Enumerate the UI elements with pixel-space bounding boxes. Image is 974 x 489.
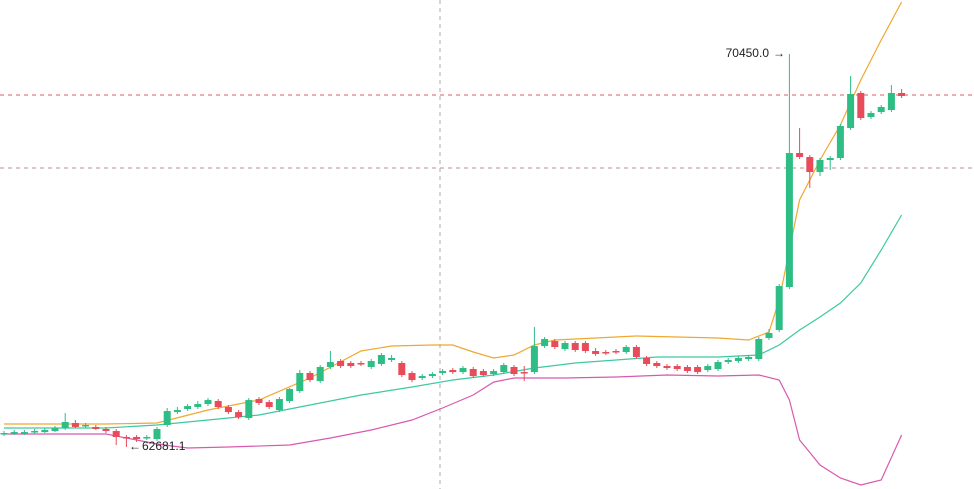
candle-body bbox=[663, 366, 671, 369]
candle-body bbox=[898, 92, 906, 97]
candle-body bbox=[235, 412, 243, 418]
candle-body bbox=[857, 92, 865, 119]
candle-body bbox=[224, 407, 232, 413]
candle-body bbox=[704, 366, 712, 371]
candle-body bbox=[61, 422, 69, 428]
candle-body bbox=[112, 431, 120, 437]
candle-body bbox=[510, 366, 518, 375]
high-arrow: → bbox=[773, 46, 785, 60]
candle-body bbox=[571, 343, 579, 350]
candle-body bbox=[347, 362, 355, 367]
candle-body bbox=[673, 366, 681, 370]
candle-body bbox=[530, 346, 538, 373]
candle-body bbox=[459, 368, 467, 373]
candle-body bbox=[337, 361, 345, 367]
candle-body bbox=[694, 366, 702, 373]
candle-body bbox=[775, 286, 783, 331]
candle-body bbox=[255, 399, 263, 404]
candle-body bbox=[500, 365, 508, 373]
candle-body bbox=[622, 347, 630, 353]
candle-body bbox=[388, 357, 396, 361]
candle-body bbox=[326, 362, 334, 367]
candle-body bbox=[724, 360, 732, 363]
candle-body bbox=[551, 341, 559, 348]
candle-body bbox=[173, 410, 181, 413]
candle-body bbox=[377, 355, 385, 365]
candle-body bbox=[469, 369, 477, 377]
band-line bbox=[4, 1, 903, 425]
candle-body bbox=[541, 339, 549, 347]
candle-body bbox=[265, 402, 273, 408]
candle-body bbox=[877, 106, 885, 113]
candle-body bbox=[286, 389, 294, 402]
candle-body bbox=[428, 374, 436, 377]
candle-body bbox=[734, 357, 742, 362]
candle-body bbox=[31, 431, 39, 433]
candle-body bbox=[714, 362, 722, 370]
candle-body bbox=[887, 92, 895, 111]
candle-body bbox=[51, 427, 59, 432]
high-label: 70450.0 bbox=[726, 46, 770, 60]
low-label: 62681.1 bbox=[142, 439, 186, 453]
candle-body bbox=[581, 343, 589, 352]
candle-body bbox=[214, 401, 222, 408]
candle-body bbox=[653, 362, 661, 367]
candle-body bbox=[683, 366, 691, 372]
candle-body bbox=[316, 366, 324, 382]
candle-body bbox=[520, 372, 528, 374]
candle-body bbox=[765, 332, 773, 339]
candle-body bbox=[826, 158, 834, 160]
plot bbox=[0, 1, 906, 486]
candle-body bbox=[449, 370, 457, 373]
candle-body bbox=[847, 93, 855, 128]
candle-body bbox=[796, 153, 804, 158]
candle-body bbox=[367, 361, 375, 367]
candle-body bbox=[153, 429, 161, 440]
candle-body bbox=[133, 436, 141, 440]
candle-body bbox=[71, 422, 79, 427]
candle-body bbox=[867, 113, 875, 118]
candle-body bbox=[479, 371, 487, 376]
candle-body bbox=[745, 356, 753, 359]
low-arrow: ← bbox=[129, 439, 141, 453]
candle-body bbox=[92, 426, 100, 430]
candle-body bbox=[592, 351, 600, 354]
candle-body bbox=[194, 404, 202, 408]
candle-body bbox=[82, 425, 90, 427]
band-line bbox=[4, 374, 903, 486]
candle-body bbox=[163, 411, 171, 426]
candle-body bbox=[785, 153, 793, 288]
candle-body bbox=[41, 430, 49, 433]
candle-body bbox=[204, 400, 212, 405]
candle-body bbox=[357, 362, 365, 365]
candle-body bbox=[643, 357, 651, 365]
band-line bbox=[4, 214, 903, 429]
candle-body bbox=[398, 362, 406, 376]
candle-body bbox=[10, 432, 18, 434]
candle-body bbox=[122, 436, 130, 439]
candle-body bbox=[755, 339, 763, 359]
candle-body bbox=[612, 351, 620, 353]
candle-body bbox=[836, 126, 844, 159]
candle-body bbox=[632, 347, 640, 357]
candle-body bbox=[306, 373, 314, 381]
candle-body bbox=[439, 371, 447, 374]
candle-body bbox=[143, 436, 151, 439]
candle-body bbox=[602, 352, 610, 354]
candle-body bbox=[490, 371, 498, 375]
candle-body bbox=[806, 157, 814, 173]
candle-body bbox=[418, 376, 426, 379]
candle-body bbox=[408, 373, 416, 381]
candle-body bbox=[102, 429, 110, 432]
candle-body bbox=[184, 406, 192, 410]
candle-body bbox=[816, 159, 824, 173]
candle-body bbox=[245, 400, 253, 419]
candle-body bbox=[275, 399, 283, 411]
candle-body bbox=[296, 373, 304, 392]
candle-body bbox=[0, 433, 8, 435]
candle-body bbox=[561, 343, 569, 350]
candle-body bbox=[20, 432, 28, 435]
